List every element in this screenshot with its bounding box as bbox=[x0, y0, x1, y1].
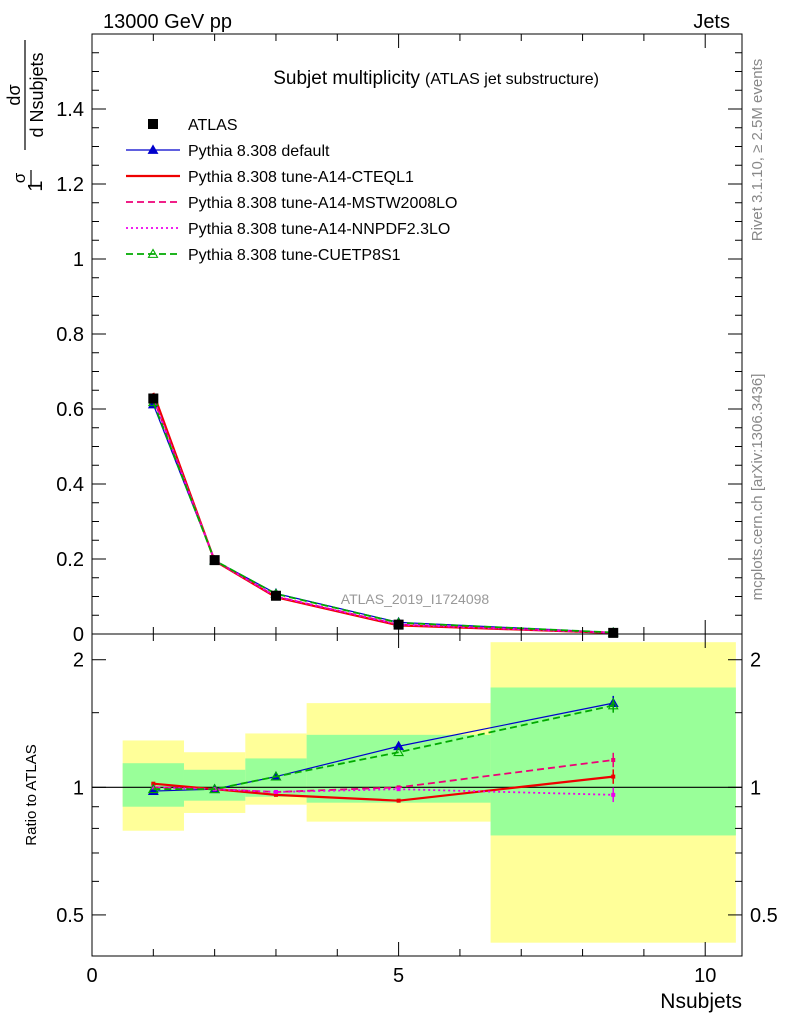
y-label-numerator: dσ bbox=[4, 84, 24, 105]
legend-marker-5 bbox=[147, 248, 159, 258]
main-ytick-label-1: 0.2 bbox=[56, 549, 84, 571]
main-ytick-label-4: 0.8 bbox=[56, 324, 84, 346]
legend-marker-1 bbox=[147, 144, 159, 154]
chart-title: Subjet multiplicity bbox=[273, 68, 420, 89]
main-ytick-label-5: 1 bbox=[73, 249, 84, 271]
chart-subtitle: (ATLAS jet substructure) bbox=[425, 71, 599, 88]
ratio-series-3-point-0 bbox=[151, 785, 156, 790]
ratio-ytick-label-left-1: 1 bbox=[73, 777, 84, 799]
analysis-watermark: ATLAS_2019_I1724098 bbox=[341, 591, 490, 607]
ratio-xtick-label-2: 10 bbox=[694, 965, 716, 987]
legend-label-2: Pythia 8.308 tune-A14-CTEQL1 bbox=[188, 169, 414, 186]
axes: 0 0.2 0.4 0.6 0.8 1 1.2 1.4 0 5 10 0.5 0.5 1 1 2 2 bbox=[56, 34, 778, 987]
main-panel-lines bbox=[147, 392, 619, 638]
main-ytick-label-0: 0 bbox=[73, 624, 84, 646]
ratio-ytick-label-left-2: 2 bbox=[73, 650, 84, 672]
legend-label-5: Pythia 8.308 tune-CUETP8S1 bbox=[188, 247, 401, 264]
ratio-series-4-point-0 bbox=[147, 783, 159, 794]
ratio-ytick-label-right-2: 2 bbox=[750, 650, 761, 672]
beam-label: 13000 GeV pp bbox=[103, 11, 232, 33]
ratio-series-0-point-3 bbox=[393, 740, 405, 751]
x-axis-label: Nsubjets bbox=[660, 990, 742, 1013]
ratio-series-1-point-3 bbox=[396, 798, 401, 803]
main-ytick-label-7: 1.4 bbox=[56, 99, 84, 121]
ratio-series-4-point-2 bbox=[270, 770, 282, 781]
atlas-data-point-1 bbox=[209, 555, 220, 566]
ratio-panel-lines bbox=[147, 695, 619, 803]
legend-label-3: Pythia 8.308 tune-A14-MSTW2008LO bbox=[188, 195, 457, 212]
legend-label-4: Pythia 8.308 tune-A14-NNPDF2.3LO bbox=[188, 221, 450, 238]
ratio-ytick-label-right-1: 1 bbox=[750, 777, 761, 799]
legend-label-0: ATLAS bbox=[188, 117, 238, 134]
ratio-series-4-point-3 bbox=[393, 746, 405, 757]
process-label: Jets bbox=[693, 11, 730, 33]
ratio-uncertainty-bands bbox=[92, 642, 742, 943]
legend-marker-0 bbox=[148, 119, 158, 129]
atlas-data-point-4 bbox=[608, 627, 619, 638]
ratio-series-3-point-3 bbox=[396, 787, 401, 792]
ratio-series-3-point-2 bbox=[273, 789, 278, 794]
atlas-data-point-0 bbox=[148, 393, 159, 404]
atlas-data-point-2 bbox=[270, 590, 281, 601]
main-ytick-label-3: 0.6 bbox=[56, 399, 84, 421]
rivet-version-label: Rivet 3.1.10, ≥ 2.5M events bbox=[749, 59, 766, 242]
ratio-ytick-label-left-0: 0.5 bbox=[56, 905, 84, 927]
y-label-denominator: d Nsubjets bbox=[27, 52, 47, 137]
legend: ATLAS Pythia 8.308 default Pythia 8.308 tu… bbox=[126, 117, 457, 264]
main-ytick-label-6: 1.2 bbox=[56, 174, 84, 196]
y-label-sigma: σ bbox=[10, 172, 29, 183]
ratio-series-line-3 bbox=[153, 786, 614, 796]
main-series-line-5 bbox=[152, 401, 614, 634]
ratio-series-1-point-2 bbox=[273, 792, 278, 797]
legend-label-1: Pythia 8.308 default bbox=[188, 143, 330, 160]
ratio-series-line-4 bbox=[153, 704, 614, 791]
ratio-xtick-label-0: 0 bbox=[86, 965, 97, 987]
mcplots-reference-label: mcplots.cern.ch [arXiv:1306.3436] bbox=[749, 374, 766, 601]
ratio-series-4-point-1 bbox=[209, 783, 221, 794]
ratio-panel-frame bbox=[91, 633, 743, 957]
main-ytick-label-2: 0.4 bbox=[56, 474, 84, 496]
y-label-prefix: 1 bbox=[25, 180, 47, 191]
ratio-y-axis-label: Ratio to ATLAS bbox=[23, 744, 40, 845]
ratio-ytick-label-right-0: 0.5 bbox=[750, 905, 778, 927]
ratio-xtick-label-1: 5 bbox=[393, 965, 404, 987]
y-axis-label: 1 σ dσ d Nsubjets bbox=[4, 40, 47, 192]
